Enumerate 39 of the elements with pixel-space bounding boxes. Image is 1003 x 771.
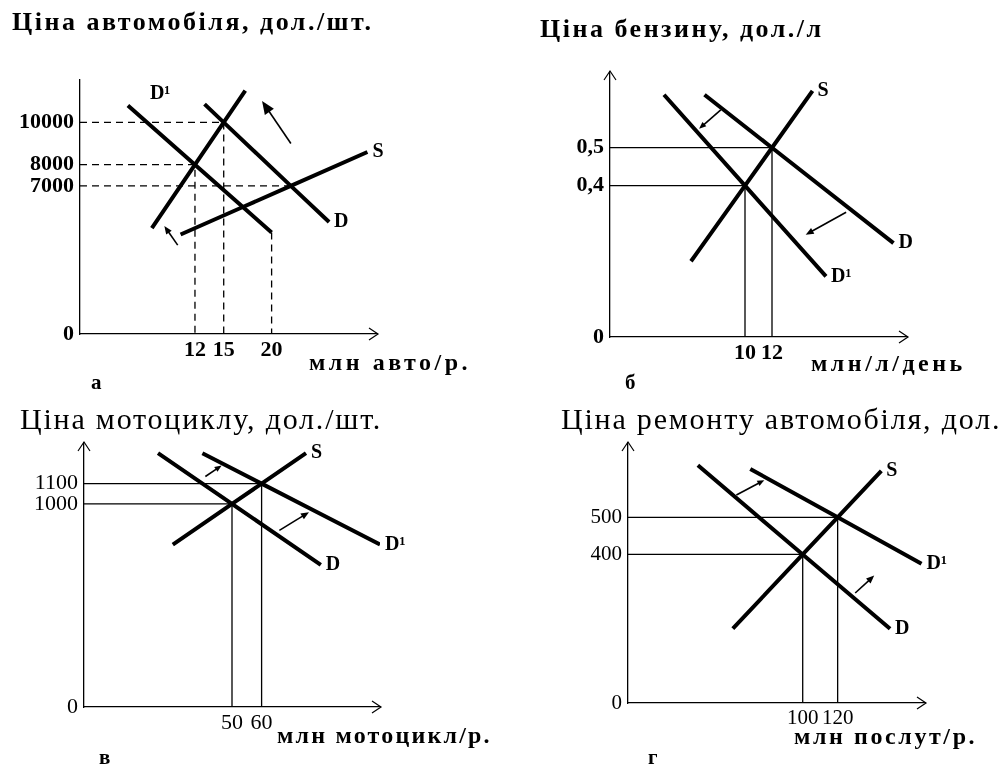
text: б xyxy=(625,370,636,394)
series-label: S xyxy=(817,78,829,101)
x-tick-label: 12 xyxy=(183,335,206,361)
series-label: D¹ xyxy=(149,80,171,103)
y-tick-label: 500 xyxy=(590,503,622,528)
y-tick-label: 0,5 xyxy=(576,133,604,159)
x-axis-title: млн мотоцикл/р. xyxy=(277,722,492,748)
y-axis-title: Ціна ремонту автомобіля, дол. xyxy=(561,402,1002,435)
series-label: S xyxy=(372,139,384,162)
x-tick-label: 20 xyxy=(260,335,283,361)
series-label: D xyxy=(325,552,341,575)
y-axis-title: Ціна автомобіля, дол./шт. xyxy=(12,7,374,36)
y-tick-label: 10000 xyxy=(19,108,74,134)
x-tick-label: 60 xyxy=(250,708,273,734)
series-label: D xyxy=(898,230,913,253)
y-axis-title: Ціна мотоциклу, дол./шт. xyxy=(20,402,383,435)
series-label: S xyxy=(311,440,323,463)
y-tick-label: 0 xyxy=(611,689,622,714)
x-tick-label: 10 xyxy=(734,338,756,364)
text: в xyxy=(99,745,111,769)
series-label: D xyxy=(895,615,910,638)
series-label: D¹ xyxy=(831,263,852,286)
series-label: D¹ xyxy=(385,531,406,554)
x-axis-title: млн авто/р. xyxy=(309,349,471,375)
series-label: D xyxy=(334,209,349,232)
x-tick-label: 15 xyxy=(212,335,235,361)
text: а xyxy=(91,370,102,394)
series-label: D¹ xyxy=(926,550,947,573)
y-tick-label: 0 xyxy=(593,322,604,348)
series-label: S xyxy=(886,458,898,481)
y-tick-label: 400 xyxy=(590,540,622,565)
y-tick-label: 0,4 xyxy=(576,171,604,197)
x-tick-label: 50 xyxy=(221,708,243,734)
text: г xyxy=(648,745,658,769)
y-tick-label: 0 xyxy=(67,692,78,718)
y-axis-title: Ціна бензину, дол./л xyxy=(540,14,824,43)
x-tick-label: 12 xyxy=(761,338,783,364)
x-axis-title: млн/л/день xyxy=(811,350,966,376)
y-tick-label: 0 xyxy=(63,319,74,345)
